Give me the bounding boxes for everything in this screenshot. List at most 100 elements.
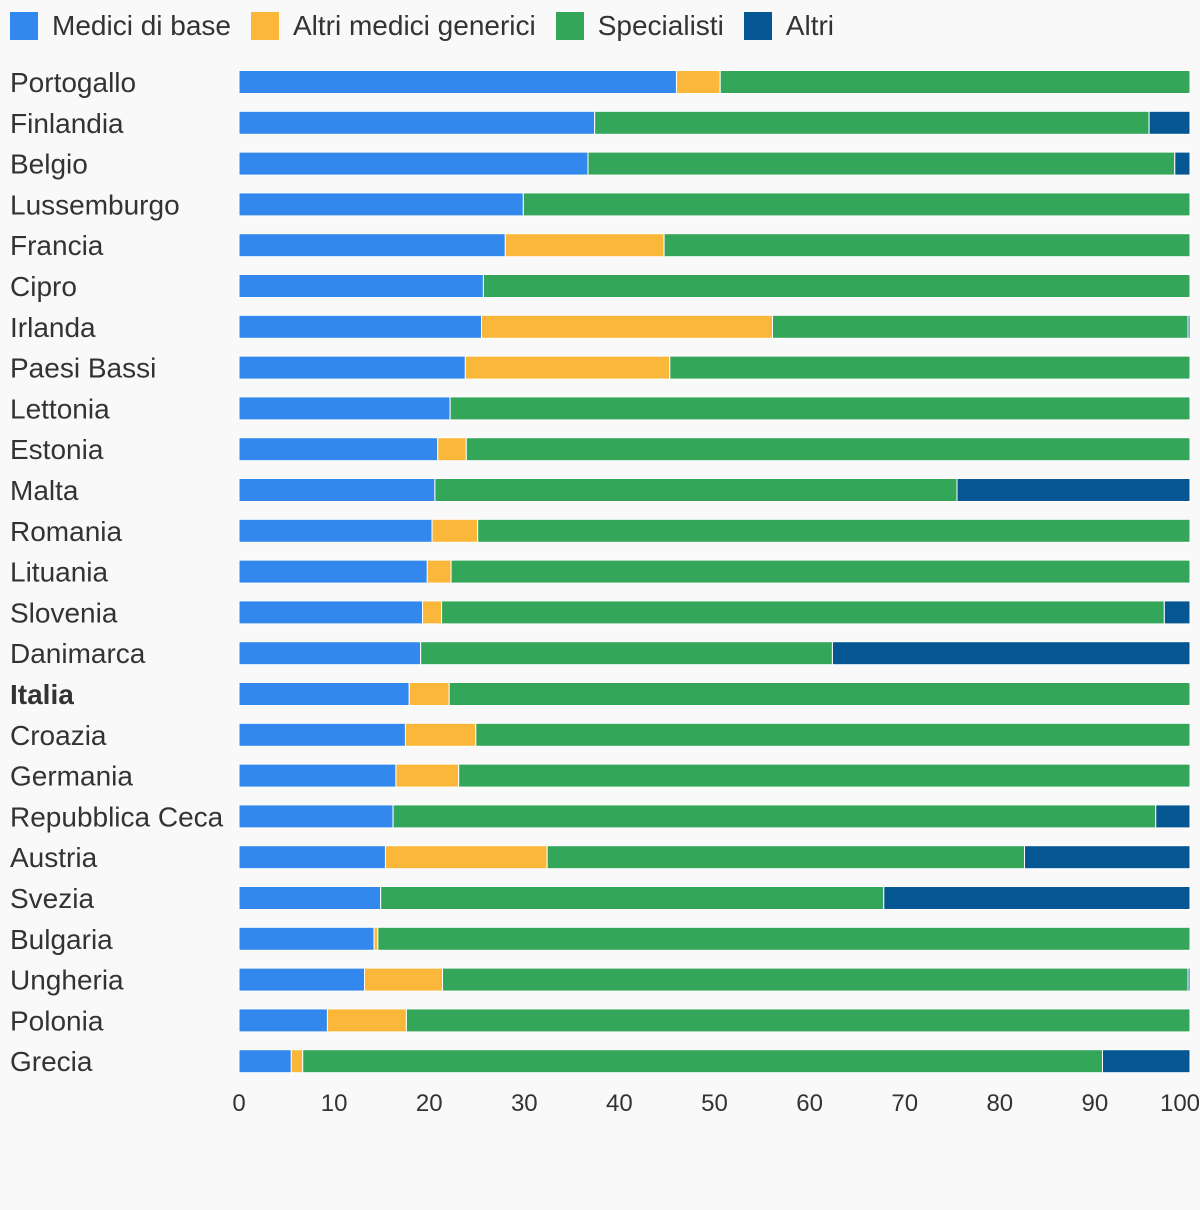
bar-irlanda-medici-di-base[interactable] — [238, 314, 483, 339]
category-label-polonia: Polonia — [10, 1005, 104, 1036]
category-label-svezia: Svezia — [10, 883, 94, 914]
bar-finlandia-medici-di-base[interactable] — [238, 110, 596, 135]
bar-malta-specialisti[interactable] — [434, 478, 958, 502]
category-label-romania: Romania — [10, 516, 122, 547]
bar-polonia-medici-di-base[interactable] — [238, 1008, 328, 1033]
bar-svezia-specialisti[interactable] — [380, 886, 885, 910]
bar-paesi-bassi-specialisti[interactable] — [669, 355, 1191, 380]
bar-repubblica-ceca-specialisti[interactable] — [392, 804, 1157, 829]
legend-label-specialisti: Specialisti — [597, 10, 724, 41]
bar-lituania-medici-di-base[interactable] — [238, 559, 428, 584]
bar-francia-medici-di-base[interactable] — [238, 233, 506, 258]
category-label-finlandia: Finlandia — [10, 108, 124, 139]
category-label-portogallo: Portogallo — [10, 67, 136, 98]
bar-austria-specialisti[interactable] — [546, 845, 1026, 870]
category-label-francia: Francia — [10, 230, 104, 261]
bar-finlandia-specialisti[interactable] — [594, 110, 1150, 135]
bar-italia-altri-medici-generici[interactable] — [408, 682, 450, 706]
bar-croazia-altri-medici-generici[interactable] — [404, 722, 477, 747]
bar-svezia-medici-di-base[interactable] — [238, 886, 382, 910]
bar-lussemburgo-specialisti[interactable] — [522, 192, 1191, 217]
bar-germania-altri-medici-generici[interactable] — [395, 763, 460, 788]
bar-romania-altri-medici-generici[interactable] — [431, 518, 479, 543]
legend-swatch-medici-di-base — [10, 12, 38, 40]
bar-danimarca-altri[interactable] — [831, 641, 1191, 666]
bar-irlanda-altri[interactable] — [1187, 314, 1191, 339]
bar-bulgaria-medici-di-base[interactable] — [238, 926, 375, 951]
x-tick-label-60: 60 — [796, 1090, 823, 1117]
bar-irlanda-specialisti[interactable] — [772, 314, 1189, 339]
bar-germania-medici-di-base[interactable] — [238, 763, 397, 788]
bar-estonia-medici-di-base[interactable] — [238, 437, 439, 462]
bar-lettonia-medici-di-base[interactable] — [238, 396, 451, 421]
category-label-repubblica-ceca: Repubblica Ceca — [10, 801, 224, 832]
bar-austria-altri-medici-generici[interactable] — [384, 845, 548, 870]
bar-ungheria-medici-di-base[interactable] — [238, 967, 366, 992]
bar-danimarca-specialisti[interactable] — [420, 641, 833, 666]
bar-portogallo-specialisti[interactable] — [719, 70, 1191, 94]
legend-label-altri-medici-generici: Altri medici generici — [292, 10, 536, 41]
bar-romania-medici-di-base[interactable] — [238, 518, 433, 543]
bar-slovenia-medici-di-base[interactable] — [238, 600, 424, 625]
bar-polonia-altri-medici-generici[interactable] — [326, 1008, 407, 1033]
bar-portogallo-altri-medici-generici[interactable] — [675, 70, 721, 94]
legend-item-altri[interactable]: Altri — [743, 10, 834, 42]
bar-estonia-altri-medici-generici[interactable] — [437, 437, 467, 462]
bar-svezia-altri[interactable] — [883, 886, 1191, 910]
bar-malta-altri[interactable] — [956, 478, 1191, 502]
bar-cipro-specialisti[interactable] — [482, 274, 1191, 298]
legend-item-medici-di-base[interactable]: Medici di base — [10, 10, 231, 42]
bar-bulgaria-specialisti[interactable] — [377, 926, 1191, 951]
bar-lussemburgo-medici-di-base[interactable] — [238, 192, 524, 217]
bar-francia-specialisti[interactable] — [663, 233, 1191, 258]
bar-grecia-altri[interactable] — [1102, 1049, 1191, 1074]
bar-grecia-medici-di-base[interactable] — [238, 1049, 292, 1074]
bar-croazia-specialisti[interactable] — [475, 722, 1191, 747]
bar-belgio-medici-di-base[interactable] — [238, 151, 589, 176]
bar-paesi-bassi-altri-medici-generici[interactable] — [464, 355, 671, 380]
legend-item-altri-medici-generici[interactable]: Altri medici generici — [250, 10, 536, 42]
bar-repubblica-ceca-medici-di-base[interactable] — [238, 804, 394, 829]
category-label-cipro: Cipro — [10, 271, 77, 302]
bar-romania-specialisti[interactable] — [477, 518, 1191, 543]
bar-danimarca-medici-di-base[interactable] — [238, 641, 422, 666]
category-label-lussemburgo: Lussemburgo — [10, 189, 180, 220]
bar-slovenia-altri-medici-generici[interactable] — [422, 600, 443, 625]
bar-portogallo-medici-di-base[interactable] — [238, 70, 677, 94]
bar-grecia-specialisti[interactable] — [302, 1049, 1104, 1074]
bar-ungheria-altri[interactable] — [1187, 967, 1191, 992]
category-label-slovenia: Slovenia — [10, 597, 118, 628]
bar-irlanda-altri-medici-generici[interactable] — [481, 314, 774, 339]
category-label-estonia: Estonia — [10, 434, 104, 465]
bar-lettonia-specialisti[interactable] — [449, 396, 1191, 421]
bar-slovenia-altri[interactable] — [1163, 600, 1191, 625]
bar-bulgaria-altri-medici-generici[interactable] — [373, 926, 379, 951]
legend-item-specialisti[interactable]: Specialisti — [555, 10, 724, 42]
bar-lituania-specialisti[interactable] — [450, 559, 1191, 584]
bar-repubblica-ceca-altri[interactable] — [1155, 804, 1191, 829]
category-label-ungheria: Ungheria — [10, 965, 124, 996]
bar-polonia-specialisti[interactable] — [405, 1008, 1191, 1033]
bar-cipro-medici-di-base[interactable] — [238, 274, 484, 298]
x-axis-ticks-layer: 0 10 20 30 40 50 60 70 80 90 100 — [232, 1090, 1200, 1117]
bar-finlandia-altri[interactable] — [1148, 110, 1191, 135]
bar-lituania-altri-medici-generici[interactable] — [426, 559, 452, 584]
bar-malta-medici-di-base[interactable] — [238, 478, 436, 502]
bar-italia-medici-di-base[interactable] — [238, 682, 410, 706]
bar-grecia-altri-medici-generici[interactable] — [290, 1049, 304, 1074]
bar-austria-altri[interactable] — [1024, 845, 1191, 870]
bar-francia-altri-medici-generici[interactable] — [504, 233, 665, 258]
bar-belgio-specialisti[interactable] — [587, 151, 1176, 176]
bar-slovenia-specialisti[interactable] — [441, 600, 1165, 625]
bar-ungheria-specialisti[interactable] — [442, 967, 1189, 992]
bar-germania-specialisti[interactable] — [458, 763, 1191, 788]
bar-estonia-specialisti[interactable] — [465, 437, 1191, 462]
bar-paesi-bassi-medici-di-base[interactable] — [238, 355, 466, 380]
bar-italia-specialisti[interactable] — [448, 682, 1191, 706]
bar-belgio-altri[interactable] — [1174, 151, 1191, 176]
bar-austria-medici-di-base[interactable] — [238, 845, 386, 870]
x-tick-label-80: 80 — [986, 1090, 1013, 1117]
bar-croazia-medici-di-base[interactable] — [238, 722, 406, 747]
legend-swatch-altri — [743, 12, 772, 40]
bar-ungheria-altri-medici-generici[interactable] — [364, 967, 444, 992]
